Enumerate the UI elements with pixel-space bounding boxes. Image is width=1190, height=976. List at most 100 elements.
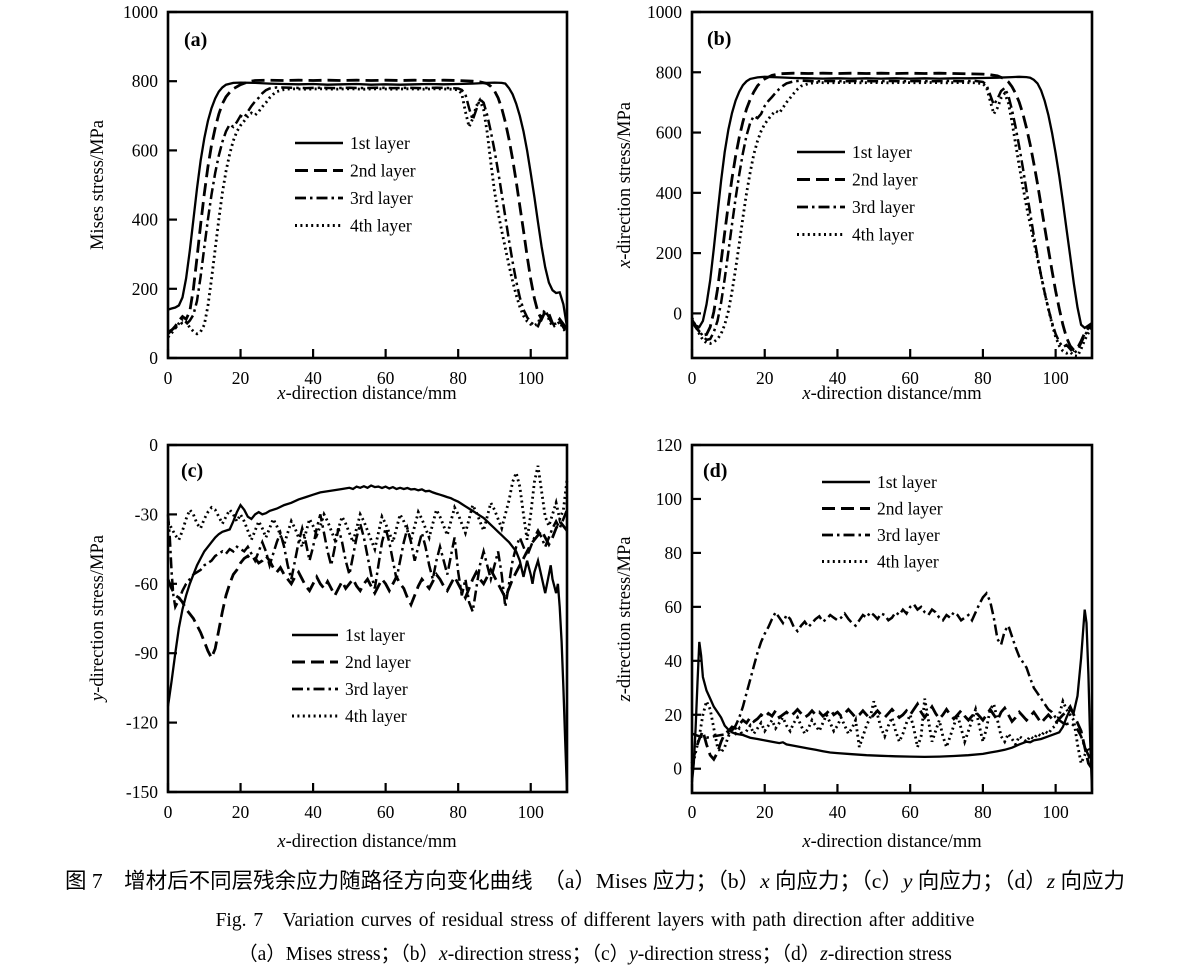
series-group (690, 591, 1094, 791)
y-tick-label: 1000 (123, 2, 158, 22)
y-tick-label: 600 (656, 123, 683, 143)
y-tick-label: -60 (135, 574, 159, 594)
x-tick-label: 0 (164, 802, 173, 822)
y-tick-label: 200 (656, 243, 683, 263)
series-4th-layer (690, 697, 1094, 770)
caption-english: Fig. 7 Variation curves of residual stre… (215, 910, 975, 931)
x-axis: 0 20 40 60 80 100 (164, 783, 544, 822)
x-tick-label: 80 (449, 802, 467, 822)
legend-label: 3rd layer (877, 525, 940, 545)
legend-label: 1st layer (345, 625, 405, 645)
y-tick-label: 120 (656, 435, 683, 455)
y-axis: 0 -30 -60 -90 -120 -150 (126, 435, 177, 802)
panel-label: (b) (707, 28, 731, 50)
legend-label: 3rd layer (350, 188, 413, 208)
x-tick-label: 20 (232, 368, 250, 388)
x-tick-label: 80 (974, 802, 992, 822)
y-tick-label: 200 (132, 279, 159, 299)
series-1st-layer (691, 75, 1093, 330)
series-4th-layer (166, 465, 569, 554)
figure-canvas: 0 20 40 60 80 10002004006008001000x-direction… (88, 2, 1094, 852)
x-axis-title: x-direction distance/mm (801, 384, 982, 404)
legend-label: 3rd layer (345, 679, 408, 699)
panel-label: (d) (703, 460, 727, 482)
panel-label: (c) (181, 460, 203, 482)
series-group (166, 465, 569, 793)
panel-b: 0 20 40 60 80 10002004006008001000x-direction… (615, 2, 1094, 404)
y-tick-label: 100 (656, 489, 683, 509)
x-tick-label: 60 (377, 802, 395, 822)
y-axis-title: x-direction stress/MPa (615, 102, 635, 269)
x-axis: 0 20 40 60 80 100 (688, 349, 1069, 388)
x-tick-label: 0 (688, 802, 697, 822)
x-axis: 0 20 40 60 80 100 (688, 784, 1069, 822)
x-tick-label: 100 (518, 802, 545, 822)
y-axis: 0 200 400 600 800 1000 (647, 2, 701, 323)
series-group (690, 71, 1094, 358)
x-tick-label: 20 (756, 368, 774, 388)
x-tick-label: 80 (449, 368, 467, 388)
series-2nd-layer (690, 71, 1093, 352)
y-tick-label: 400 (656, 183, 683, 203)
legend-label: 1st layer (852, 142, 912, 162)
y-axis-title: z-direction stress/MPa (615, 537, 635, 703)
legend-label: 2nd layer (852, 170, 918, 190)
x-tick-label: 100 (518, 368, 545, 388)
series-3rd-layer (690, 79, 1093, 355)
y-axis-title: Mises stress/MPa (88, 120, 108, 250)
series-4th-layer (166, 87, 569, 339)
x-tick-label: 100 (1043, 368, 1070, 388)
y-tick-label: 800 (132, 71, 159, 91)
y-tick-label: -30 (135, 504, 159, 524)
x-tick-label: 80 (974, 368, 992, 388)
y-tick-label: 40 (665, 651, 683, 671)
x-tick-label: 40 (829, 802, 847, 822)
series-2nd-layer (690, 701, 1094, 770)
caption-subpanels: （a）Mises stress；（b）x-direction stress；（c… (238, 944, 952, 965)
series-3rd-layer (167, 86, 568, 334)
legend-label: 4th layer (852, 225, 914, 245)
legend-label: 1st layer (877, 472, 937, 492)
panel-c: 0 20 40 60 80 100 0 -30 -60 -90 -120 -150 x-directio… (88, 435, 569, 852)
panel-a: 0 20 40 60 80 10002004006008001000x-direction… (88, 2, 569, 404)
y-tick-label: -90 (135, 643, 159, 663)
y-tick-label: 600 (132, 140, 159, 160)
axis-box (690, 10, 1094, 360)
x-tick-label: 40 (829, 368, 847, 388)
series-2nd-layer (166, 518, 569, 662)
panel-d: 0 20 40 60 80 100 0 20 40 60 80 100 120 x-direction d… (615, 435, 1094, 852)
series-group (166, 78, 569, 339)
series-1st-layer (690, 609, 1094, 791)
x-tick-label: 20 (756, 802, 774, 822)
y-axis: 0 20 40 60 80 100 120 (656, 435, 701, 779)
series-3rd-layer (691, 591, 1094, 764)
y-tick-label: -120 (126, 713, 158, 733)
axis-box (166, 443, 569, 794)
legend-label: 2nd layer (877, 499, 943, 519)
y-tick-label: -150 (126, 782, 158, 802)
legend-label: 1st layer (350, 133, 410, 153)
x-tick-label: 0 (164, 368, 173, 388)
series-1st-layer (167, 81, 569, 328)
x-tick-label: 60 (901, 802, 919, 822)
x-axis: 0 20 40 60 80 100 (164, 349, 544, 388)
y-tick-label: 1000 (647, 2, 682, 22)
legend-label: 3rd layer (852, 197, 915, 217)
x-tick-label: 60 (901, 368, 919, 388)
series-1st-layer (166, 484, 569, 793)
panel-label: (a) (184, 29, 207, 51)
legend-label: 4th layer (350, 216, 412, 236)
y-tick-label: 0 (149, 348, 158, 368)
y-tick-label: 400 (132, 210, 159, 230)
axis-box (690, 443, 1094, 795)
x-tick-label: 40 (304, 368, 322, 388)
y-tick-label: 800 (656, 62, 683, 82)
legend: 1st layer 2nd layer 3rd layer 4th layer (295, 133, 416, 236)
legend-label: 2nd layer (345, 652, 411, 672)
y-tick-label: 80 (665, 543, 683, 563)
legend: 1st layer 2nd layer 3rd layer 4th layer (797, 142, 918, 245)
legend: 1st layer 2nd layer 3rd layer 4th layer (822, 472, 943, 572)
y-axis: 0 200 400 600 800 1000 (123, 2, 177, 368)
legend-label: 4th layer (877, 552, 939, 572)
y-axis-title: y-direction stress/MPa (88, 535, 108, 703)
